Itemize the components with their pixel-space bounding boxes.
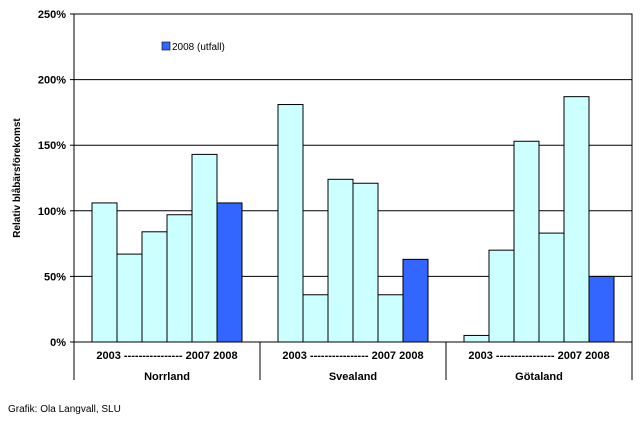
bar-norrland-3 <box>166 214 193 343</box>
credit-text: Grafik: Ola Langvall, SLU <box>8 404 121 415</box>
group-name-label: Norrland <box>144 371 190 383</box>
bar-götaland-2 <box>513 140 540 343</box>
plot-frame <box>73 13 633 343</box>
y-tick-label: 100% <box>38 206 66 218</box>
legend-swatch <box>161 41 171 51</box>
bar-götaland-1 <box>488 249 515 343</box>
bar-norrland-1 <box>116 253 143 343</box>
bar-svealand-5 <box>402 258 429 343</box>
y-tick-label: 250% <box>38 9 66 21</box>
bar-götaland-4 <box>563 96 590 343</box>
group-year-label: 2003 ---------------- 2007 2008 <box>96 350 237 362</box>
y-tick-label: 50% <box>44 271 66 283</box>
y-tick-label: 200% <box>38 75 66 87</box>
bar-norrland-0 <box>91 202 118 343</box>
bar-götaland-3 <box>538 232 565 343</box>
bar-norrland-4 <box>191 153 218 343</box>
y-axis-label: Relativ blåbärsförekomst <box>11 118 23 238</box>
bar-svealand-1 <box>302 294 329 343</box>
y-tick-label: 0% <box>50 337 66 349</box>
group-name-label: Götaland <box>515 371 563 383</box>
x-group-labels: 2003 ---------------- 2007 2008 Norrland 2… <box>96 350 609 383</box>
bar-svealand-3 <box>352 182 379 343</box>
group-year-label: 2003 ---------------- 2007 2008 <box>282 350 423 362</box>
legend-label: 2008 (utfall) <box>172 42 225 53</box>
bar-norrland-2 <box>141 231 168 343</box>
bar-svealand-0 <box>277 104 304 343</box>
legend: 2008 (utfall) <box>161 41 225 53</box>
bar-norrland-5 <box>216 202 243 343</box>
y-tick-label: 150% <box>38 140 66 152</box>
bars <box>91 96 615 343</box>
bar-götaland-5 <box>588 275 615 343</box>
group-name-label: Svealand <box>329 371 377 383</box>
group-year-label: 2003 ---------------- 2007 2008 <box>468 350 609 362</box>
bar-götaland-0 <box>463 334 490 343</box>
bar-svealand-2 <box>327 178 354 343</box>
y-tick-labels: 0% 50% 100% 150% 200% 250% <box>38 9 66 349</box>
bar-svealand-4 <box>377 294 404 343</box>
axes <box>70 13 633 380</box>
